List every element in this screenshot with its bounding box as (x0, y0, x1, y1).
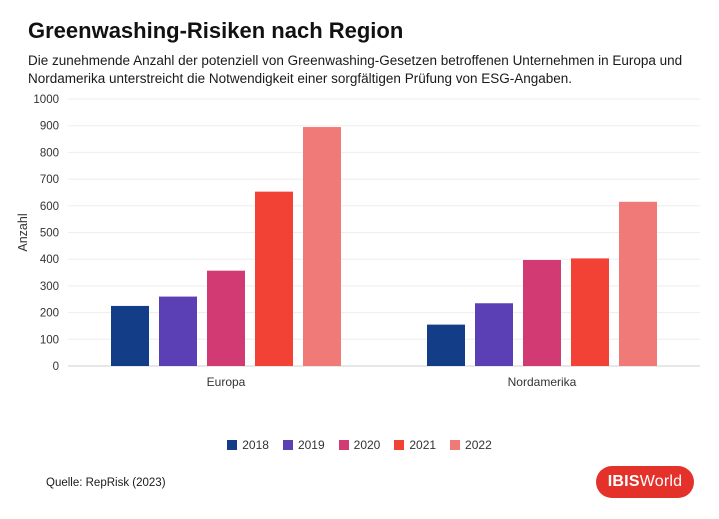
legend-label: 2021 (409, 438, 437, 452)
bar-chart: 0 100 200 300 400 500 600 700 800 900 1000 Europa N… (16, 94, 700, 389)
source-note: Quelle: RepRisk (2023) (46, 477, 166, 489)
legend-item: 2019 (282, 438, 325, 452)
y-axis-title: Anzahl (16, 213, 30, 251)
bar-nordamerika-2021 (571, 258, 609, 366)
legend-swatch (282, 440, 293, 450)
x-category-label: Europa (207, 375, 246, 389)
bar-nordamerika-2019 (475, 303, 513, 366)
logo-rest-text: World (639, 473, 683, 490)
bar-europa-2020 (207, 270, 245, 366)
y-tick-label: 700 (40, 174, 59, 186)
ibisworld-logo: IBIS World (596, 466, 694, 498)
legend-swatch (338, 440, 349, 450)
legend: 2018 2019 2020 2021 2022 (0, 438, 719, 452)
chart-title: Greenwashing-Risiken nach Region (28, 18, 404, 43)
legend-label: 2020 (353, 438, 381, 452)
y-tick-label: 1000 (33, 94, 59, 106)
y-tick-label: 800 (40, 147, 59, 159)
bar-europa-2021 (255, 191, 293, 366)
y-tick-label: 400 (40, 254, 59, 266)
y-tick-label: 0 (53, 361, 59, 373)
bar-europa-2018 (111, 305, 149, 366)
bar-europa-2022 (303, 127, 341, 366)
x-axis-categories: Europa Nordamerika (207, 375, 577, 389)
y-tick-label: 100 (40, 334, 59, 346)
legend-swatch (227, 440, 238, 450)
bar-nordamerika-2020 (523, 260, 561, 366)
legend-swatch (450, 440, 461, 450)
bar-nordamerika-2022 (619, 201, 657, 366)
y-tick-label: 600 (40, 201, 59, 213)
legend-label: 2022 (465, 438, 492, 452)
legend-item: 2018 (227, 438, 269, 452)
legend-item: 2021 (394, 438, 436, 452)
legend-item: 2020 (338, 438, 381, 452)
logo-bold-text: IBIS (607, 473, 640, 490)
bar-europa-2019 (159, 296, 197, 366)
bar-nordamerika-2018 (427, 324, 465, 366)
y-tick-label: 900 (40, 121, 59, 133)
legend-label: 2018 (242, 438, 269, 452)
bars (111, 127, 657, 366)
legend-label: 2019 (297, 438, 325, 452)
legend-swatch (394, 440, 405, 450)
y-axis-ticks: 0 100 200 300 400 500 600 700 800 900 1000 (33, 94, 59, 373)
x-category-label: Nordamerika (508, 375, 577, 389)
legend-item: 2022 (450, 438, 492, 452)
chart-subtitle: Die zunehmende Anzahl der potenziell von… (28, 53, 683, 86)
y-tick-label: 300 (40, 281, 59, 293)
y-tick-label: 200 (40, 308, 59, 320)
y-tick-label: 500 (40, 228, 59, 240)
